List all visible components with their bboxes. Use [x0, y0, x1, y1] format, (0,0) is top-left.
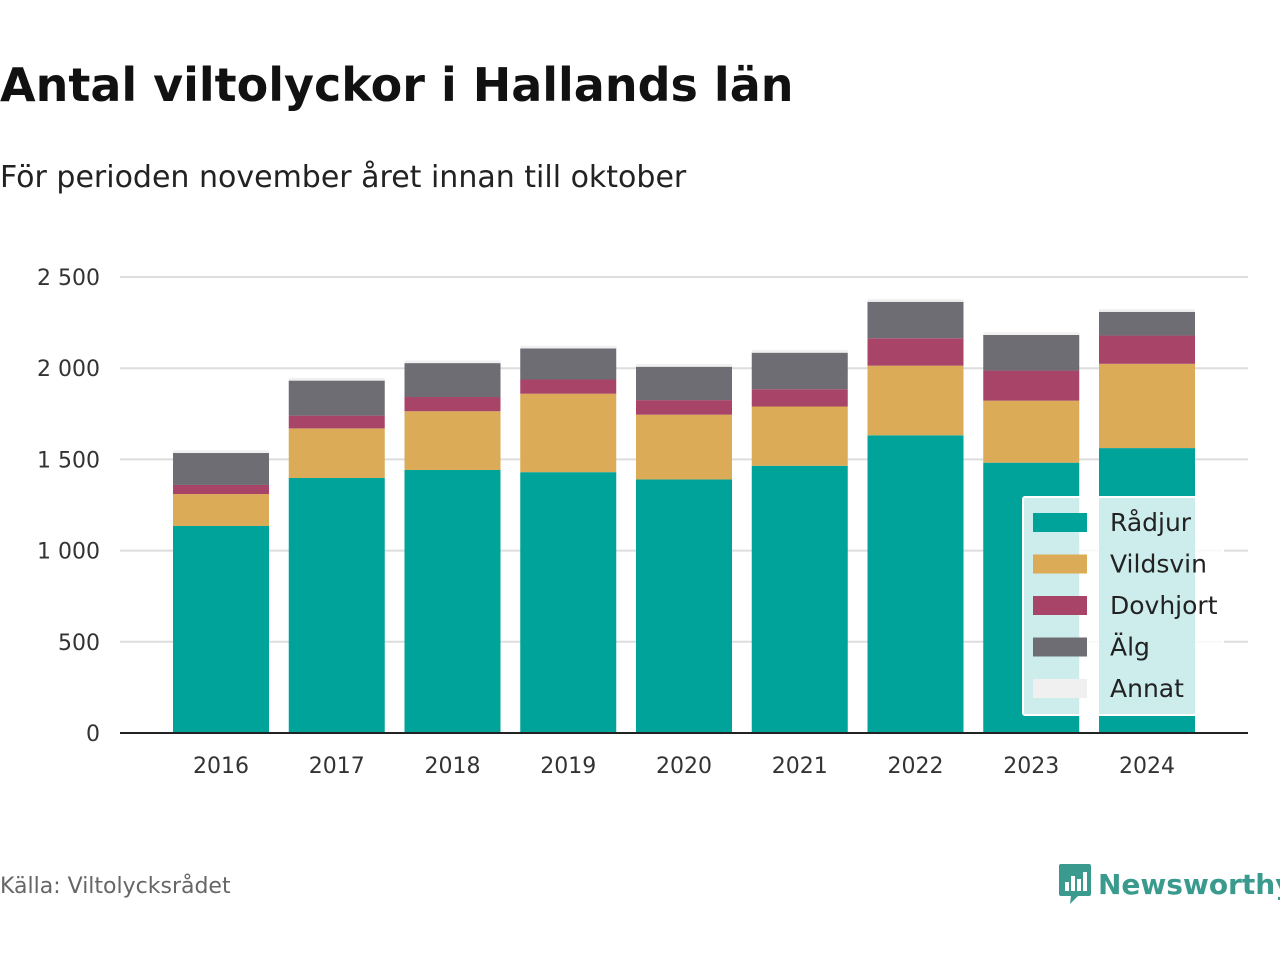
bar-segment-8-Älg — [1099, 311, 1195, 336]
bar-segment-0-Annat — [173, 450, 269, 454]
y-tick-label: 0 — [86, 722, 100, 747]
y-tick-label: 500 — [58, 631, 100, 656]
bar-segment-3-Annat — [520, 345, 617, 349]
y-tick-label: 1 000 — [37, 540, 100, 565]
legend-swatch — [1033, 679, 1087, 698]
bar-segment-5-Älg — [751, 352, 848, 390]
bar-segment-1-Vildsvin — [288, 428, 385, 479]
bar-segment-4-Vildsvin — [636, 414, 732, 480]
x-tick-label: 2023 — [1003, 754, 1059, 779]
legend-swatch — [1033, 554, 1087, 574]
legend-swatch — [1033, 513, 1087, 532]
bar-segment-5-Rådjur — [751, 465, 848, 733]
x-tick-label: 2016 — [193, 754, 249, 779]
legend-label: Vildsvin — [1110, 550, 1207, 579]
x-tick-label: 2017 — [309, 754, 365, 779]
bar-segment-0-Dovhjort — [173, 484, 269, 495]
bar-segment-2-Rådjur — [404, 469, 501, 733]
bar-segment-6-Vildsvin — [867, 365, 964, 436]
stacked-bar-chart: 0 500 1 000 1 500 2 000 2 500 2016 2017 2018 2019… — [37, 266, 1248, 779]
bar-segment-4-Älg — [636, 366, 732, 401]
bar-segment-6-Annat — [867, 299, 964, 302]
bar-segment-8-Dovhjort — [1099, 335, 1195, 364]
bar-segment-7-Vildsvin — [983, 400, 1080, 463]
bar-segment-0-Rådjur — [173, 525, 269, 733]
bar-segment-1-Rådjur — [288, 478, 385, 733]
chart-title: Antal viltolyckor i Hallands län — [0, 58, 794, 112]
brand-name: Newsworthy — [1098, 867, 1280, 901]
bar-segment-2-Vildsvin — [404, 411, 501, 470]
newsworthy-logo-icon — [1059, 864, 1091, 904]
bar-segment-2-Annat — [404, 360, 501, 364]
bar-segment-3-Vildsvin — [520, 393, 617, 473]
x-tick-label: 2018 — [425, 754, 481, 779]
legend-label: Älg — [1110, 633, 1150, 662]
bar-segment-7-Dovhjort — [983, 370, 1080, 401]
x-tick-label: 2020 — [656, 754, 712, 779]
bar-segment-4-Annat — [636, 364, 732, 367]
legend-box — [1022, 496, 1224, 716]
legend-swatch — [1033, 596, 1087, 615]
x-tick-label: 2022 — [888, 754, 944, 779]
y-tick-label: 2 000 — [37, 357, 100, 382]
bar-segment-5-Annat — [751, 349, 848, 353]
y-tick-label: 2 500 — [37, 266, 100, 291]
bar-segment-7-Annat — [983, 332, 1080, 336]
bar-segment-1-Dovhjort — [288, 415, 385, 429]
bar-segment-4-Dovhjort — [636, 400, 732, 415]
brand-logo: Newsworthy — [1058, 862, 1280, 906]
source-note: Källa: Viltolycksrådet — [0, 874, 231, 899]
x-tick-label: 2021 — [772, 754, 828, 779]
bar-segment-5-Dovhjort — [751, 389, 848, 407]
bar-segment-8-Annat — [1099, 309, 1195, 312]
legend-swatch — [1033, 637, 1087, 657]
bar-segment-0-Älg — [173, 453, 269, 485]
bar-segment-2-Älg — [404, 363, 501, 398]
bar-segment-1-Älg — [288, 380, 385, 416]
x-tick-label: 2019 — [540, 754, 596, 779]
chart-subtitle: För perioden november året innan till ok… — [0, 160, 687, 195]
bar-segment-6-Dovhjort — [867, 338, 964, 366]
bar-segment-4-Rådjur — [636, 479, 732, 733]
bar-segment-3-Dovhjort — [520, 379, 617, 394]
bar-segment-3-Älg — [520, 348, 617, 380]
bar-segment-6-Älg — [867, 301, 964, 339]
y-tick-label: 1 500 — [37, 448, 100, 473]
bar-segment-1-Annat — [288, 377, 385, 381]
legend-label: Annat — [1110, 674, 1184, 703]
bar-segment-2-Dovhjort — [404, 397, 501, 412]
bar-segment-6-Rådjur — [867, 435, 964, 733]
bar-segment-5-Vildsvin — [751, 406, 848, 466]
legend-label: Rådjur — [1110, 508, 1192, 537]
legend-label: Dovhjort — [1110, 591, 1218, 620]
x-tick-label: 2024 — [1119, 754, 1175, 779]
bar-segment-3-Rådjur — [520, 472, 617, 733]
bar-segment-8-Vildsvin — [1099, 363, 1195, 449]
bar-segment-0-Vildsvin — [173, 494, 269, 526]
bar-segment-7-Älg — [983, 335, 1080, 371]
